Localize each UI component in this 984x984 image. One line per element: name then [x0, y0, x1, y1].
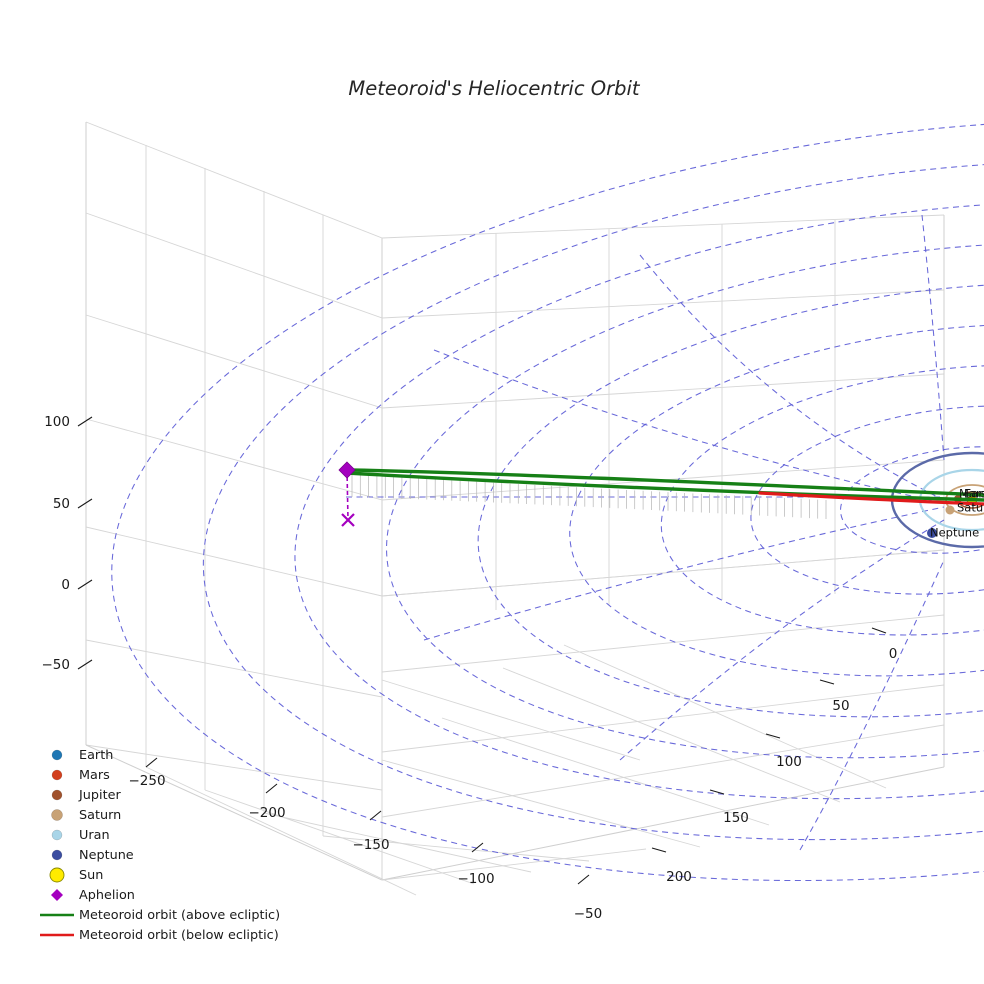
legend-label: Sun	[79, 868, 103, 883]
legend-label: Meteoroid orbit (above ecliptic)	[79, 908, 280, 923]
legend-marker-circle	[51, 789, 63, 801]
legend-label: Uran	[79, 828, 110, 843]
legend-item-sun[interactable]: Sun	[49, 867, 103, 883]
legend-item-saturn[interactable]: Saturn	[51, 808, 122, 823]
x-tick-label: −150	[352, 837, 389, 853]
orbit-above-ecliptic-inbound	[345, 471, 984, 502]
z-tick-label: −50	[42, 657, 71, 673]
y-tick-label: 200	[666, 869, 692, 885]
x-tick-label: −100	[457, 871, 494, 887]
planet-annotations: Mars Earth Saturn Neptune	[930, 487, 984, 540]
planet-neptune	[927, 528, 937, 538]
legend-label: Mars	[79, 768, 110, 783]
legend-marker-circle	[51, 769, 63, 781]
label-earth: Earth	[964, 487, 984, 501]
pane-floor	[85, 549, 945, 896]
legend-item-jupiter[interactable]: Jupiter	[51, 788, 121, 803]
legend-item-meteoroid-orbit-below-ecliptic[interactable]: Meteoroid orbit (below ecliptic)	[40, 928, 279, 943]
legend-label: Jupiter	[78, 788, 121, 803]
legend-item-aphelion[interactable]: Aphelion	[51, 888, 135, 903]
z-tick-label: 50	[53, 496, 70, 512]
legend-item-earth[interactable]: Earth	[51, 748, 113, 763]
label-saturn: Saturn	[957, 501, 984, 515]
aphelion-group	[338, 461, 356, 527]
legend-label: Earth	[79, 748, 113, 763]
legend-label: Neptune	[79, 848, 134, 863]
x-axis-ticks: −250 −200 −150 −100 −50	[128, 757, 603, 922]
axes-3d	[85, 121, 945, 896]
legend-marker-circle	[51, 749, 63, 761]
orbit-stems	[351, 473, 827, 519]
x-tick-label: −250	[128, 773, 165, 789]
z-axis-ticks: 100 50 0 −50	[42, 414, 93, 673]
y-tick-label: 0	[889, 646, 898, 662]
ecliptic-grid	[111, 118, 984, 882]
z-tick-label: 100	[44, 414, 70, 430]
label-mars: Mars	[959, 487, 984, 501]
legend-item-uran[interactable]: Uran	[51, 828, 110, 843]
legend-marker-circle	[51, 849, 63, 861]
planet-saturn	[945, 505, 955, 515]
legend-label: Saturn	[79, 808, 121, 823]
legend-item-neptune[interactable]: Neptune	[51, 848, 134, 863]
legend-marker-circle	[49, 867, 65, 883]
legend-item-meteoroid-orbit-above-ecliptic[interactable]: Meteoroid orbit (above ecliptic)	[40, 908, 280, 923]
legend-marker-diamond	[51, 889, 63, 901]
legend-marker-circle	[51, 829, 63, 841]
page-title: Meteoroid's Heliocentric Orbit	[348, 77, 641, 100]
z-tick-label: 0	[61, 577, 70, 593]
meteoroid-orbit	[345, 468, 984, 506]
x-tick-label: −50	[574, 906, 603, 922]
y-tick-label: 100	[776, 754, 802, 770]
legend: Earth Mars Jupiter Saturn Uran Neptune Sun Aphe…	[40, 748, 280, 943]
y-tick-label: 150	[723, 810, 749, 826]
y-tick-label: 50	[832, 698, 849, 714]
pane-left-wall	[85, 121, 383, 880]
legend-item-mars[interactable]: Mars	[51, 768, 110, 783]
orbit-below-ecliptic	[758, 491, 984, 506]
label-neptune: Neptune	[930, 526, 979, 540]
legend-label: Meteoroid orbit (below ecliptic)	[79, 928, 279, 943]
orbit-above-ecliptic-outbound	[345, 468, 984, 497]
legend-marker-circle	[51, 809, 63, 821]
x-tick-label: −200	[248, 805, 285, 821]
aphelion-diamond-marker	[338, 461, 356, 479]
aphelion-cross-marker	[341, 513, 355, 527]
y-axis-ticks: 0 50 100 150 200	[651, 627, 898, 885]
legend-label: Aphelion	[79, 888, 135, 903]
